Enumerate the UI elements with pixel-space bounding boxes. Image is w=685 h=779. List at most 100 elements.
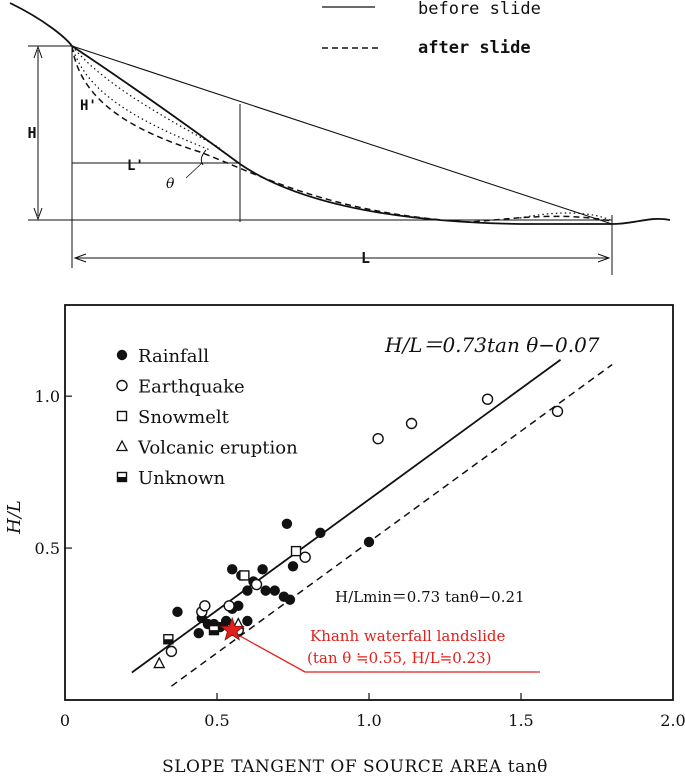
- point-filled-circle-22: [363, 536, 375, 548]
- point-open-circle-3: [223, 600, 235, 612]
- marker-shape: [269, 585, 280, 596]
- h-arrow-head-bottom: [33, 207, 43, 221]
- label-l: L: [361, 249, 370, 267]
- marker-shape: [315, 527, 326, 539]
- marker-shape: [115, 439, 129, 452]
- legend-label-1: Earthquake: [138, 377, 245, 398]
- point-filled-circle-1: [193, 627, 204, 639]
- khanh-annotation: [219, 616, 540, 673]
- y-axis-label: H/L: [4, 500, 25, 535]
- point-filled-circle-15: [260, 585, 271, 596]
- point-open-circle-7: [372, 432, 384, 445]
- point-open-circle-0: [165, 645, 178, 658]
- point-filled-circle-20: [287, 561, 299, 572]
- point-filled-circle-21: [315, 527, 326, 539]
- marker-shape: [405, 417, 418, 430]
- point-half-square-1: [208, 624, 220, 636]
- highlight-star-icon: [219, 616, 245, 641]
- legend-before-label: before slide: [418, 0, 541, 19]
- point-half-square-0: [163, 634, 174, 645]
- point-open-circle-9: [481, 393, 494, 405]
- marker-shape: [260, 585, 271, 596]
- point-filled-circle-0: [172, 606, 183, 618]
- point-filled-circle-19: [284, 594, 296, 605]
- theta-arc: [200, 149, 207, 166]
- marker-fill: [209, 630, 219, 635]
- point-filled-circle-11: [242, 615, 253, 627]
- point-open-square-1: [290, 545, 302, 557]
- marker-fill: [163, 639, 173, 644]
- after-slide-profile: [71, 45, 613, 223]
- marker-shape: [233, 600, 244, 612]
- x-axis: 0 0.5 1.0 1.5 2.0: [60, 693, 685, 730]
- marker-shape: [153, 656, 166, 669]
- point-filled-circle-16: [269, 585, 280, 596]
- x-axis-label: SLOPE TANGENT OF SOURCE AREA tanθ: [162, 757, 548, 777]
- marker-shape: [299, 551, 311, 563]
- marker-shape: [172, 606, 183, 618]
- marker-shape: [481, 393, 494, 405]
- marker-shape: [287, 561, 299, 572]
- point-open-circle-8: [405, 417, 418, 430]
- legend-marker-open-square: [116, 410, 128, 422]
- y-tick-label-1: 1.0: [35, 387, 60, 406]
- x-tick-label-4: 2.0: [660, 711, 685, 730]
- marker-shape: [281, 518, 293, 529]
- marker-shape: [250, 578, 263, 591]
- marker-fill: [117, 477, 127, 482]
- x-tick-label-0: 0: [60, 711, 70, 730]
- marker-shape: [290, 545, 302, 557]
- fit-line-dashed-label: H/Lmin＝0.73 tanθ−0.21: [335, 588, 525, 606]
- label-theta: θ: [166, 176, 175, 192]
- legend-after-label: after slide: [418, 38, 531, 58]
- fit-line-solid-label: H/L＝0.73tan θ−0.07: [384, 333, 600, 357]
- fit-line-dashed: [170, 363, 613, 687]
- point-filled-circle-18: [281, 518, 293, 529]
- marker-shape: [372, 432, 384, 445]
- point-filled-circle-8: [227, 564, 238, 575]
- x-tick-label-1: 0.5: [204, 711, 229, 730]
- data-points: [153, 393, 564, 669]
- point-filled-circle-14: [257, 564, 268, 575]
- x-tick-label-3: 1.5: [508, 711, 533, 730]
- highlight-label-line1: Khanh waterfall landslide: [310, 627, 506, 645]
- legend-marker-filled-circle: [116, 349, 128, 361]
- legend-label-3: Volcanic eruption: [137, 438, 298, 459]
- highlight-label-line2: (tan θ ≒0.55, H/L≒0.23): [307, 649, 491, 667]
- before-slide-profile: [9, 2, 671, 225]
- point-open-circle-5: [250, 578, 263, 591]
- marker-shape: [193, 627, 204, 639]
- marker-shape: [116, 410, 128, 422]
- marker-shape: [551, 405, 564, 418]
- point-open-circle-2: [199, 600, 211, 612]
- marker-shape: [363, 536, 375, 548]
- legend-label-2: Snowmelt: [138, 407, 230, 428]
- label-h: H: [27, 124, 36, 142]
- legend-marker-half-square: [116, 471, 128, 483]
- label-h-prime: H': [80, 98, 97, 114]
- marker-shape: [284, 594, 296, 605]
- marker-shape: [242, 585, 253, 596]
- highlight-leader-line: [239, 635, 540, 673]
- marker-shape: [220, 615, 232, 627]
- marker-shape: [116, 379, 128, 392]
- marker-shape: [257, 564, 268, 575]
- point-open-square-0: [239, 570, 250, 581]
- marker-shape: [223, 600, 235, 612]
- scar-region-dots: [71, 45, 613, 222]
- l-arrow-head-left: [73, 253, 87, 263]
- legend-label-4: Unknown: [138, 468, 226, 489]
- point-filled-circle-6: [220, 615, 232, 627]
- scatter-chart: 0 0.5 1.0 1.5 2.0 0.5 1.0 H/L SLOPE TANGENT O…: [4, 304, 685, 777]
- marker-shape: [199, 600, 211, 612]
- marker-shape: [116, 349, 128, 361]
- point-open-triangle-0: [153, 656, 166, 669]
- y-tick-label-0: 0.5: [35, 539, 60, 558]
- marker-shape: [227, 564, 238, 575]
- point-open-circle-6: [299, 551, 311, 563]
- point-filled-circle-12: [242, 585, 253, 596]
- h-arrow-head-top: [33, 45, 43, 59]
- marker-shape: [242, 615, 253, 627]
- chord-line: [71, 45, 613, 225]
- legend-label-0: Rainfall: [138, 346, 209, 367]
